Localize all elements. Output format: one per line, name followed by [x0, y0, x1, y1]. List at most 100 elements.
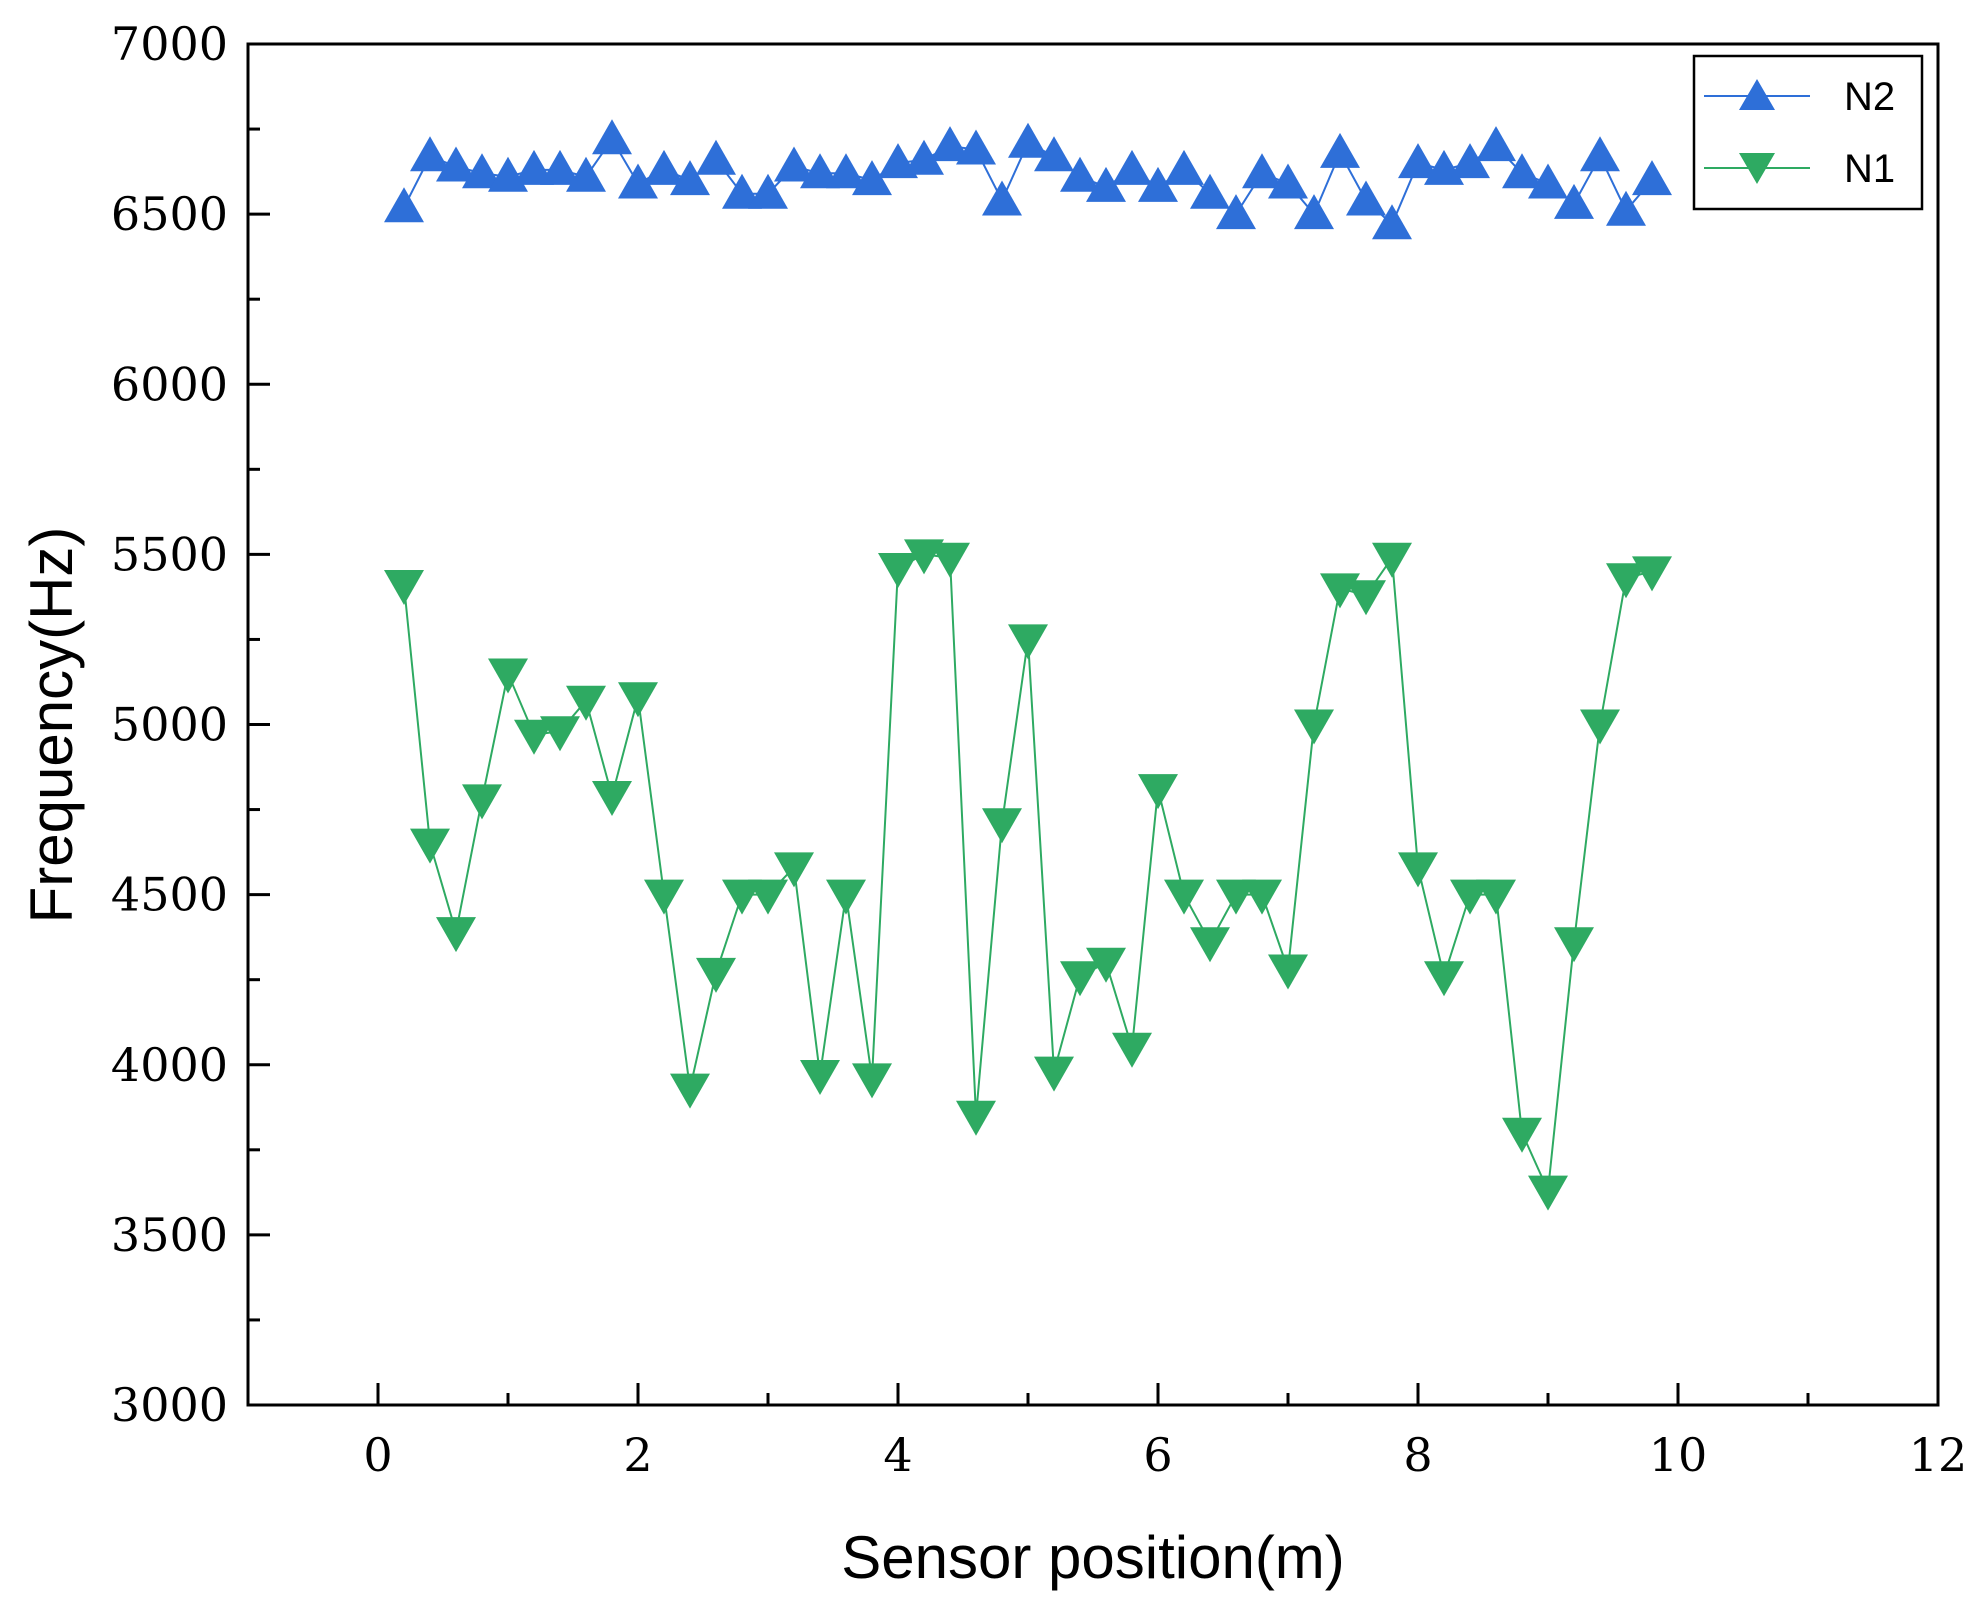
- data-point-n2: [566, 156, 606, 192]
- data-point-n1: [1372, 542, 1412, 578]
- y-tick-label: 5000: [111, 698, 228, 752]
- series-n2: [384, 119, 1672, 240]
- data-point-n2: [1580, 136, 1620, 172]
- data-point-n2: [1164, 149, 1204, 185]
- y-axis-ticks: [248, 42, 270, 1407]
- x-axis-title: Sensor position(m): [841, 1524, 1345, 1591]
- data-point-n1: [1190, 927, 1230, 963]
- data-point-n2: [1372, 204, 1412, 240]
- data-point-n2: [1060, 156, 1100, 192]
- data-point-n1: [1164, 879, 1204, 915]
- data-point-n2: [722, 173, 762, 209]
- data-point-n2: [1476, 126, 1516, 162]
- data-point-n1: [956, 1100, 996, 1136]
- data-point-n2: [1034, 136, 1074, 172]
- x-tick-label: 6: [1143, 1428, 1172, 1482]
- data-point-n1: [1554, 927, 1594, 963]
- data-point-n1: [1086, 947, 1126, 983]
- data-point-n1: [644, 879, 684, 915]
- x-tick-label: 0: [363, 1428, 392, 1482]
- data-point-n1: [696, 957, 736, 993]
- y-tick-label: 3500: [111, 1208, 228, 1262]
- data-point-n2: [1138, 166, 1178, 202]
- data-point-n2: [826, 153, 866, 189]
- data-point-n2: [1242, 153, 1282, 189]
- y-tick-label: 6000: [111, 357, 228, 411]
- y-axis-title: Frequency(Hz): [18, 527, 85, 924]
- data-point-n1: [1008, 624, 1048, 660]
- data-point-n2: [1502, 153, 1542, 189]
- data-point-n2: [1320, 132, 1360, 168]
- data-point-n2: [514, 149, 554, 185]
- x-axis-ticks: [246, 1383, 1940, 1405]
- y-tick-label: 4500: [111, 868, 228, 922]
- legend: N2 N1: [1692, 54, 1924, 211]
- x-tick-label: 12: [1909, 1428, 1968, 1482]
- data-point-n2: [1294, 194, 1334, 230]
- data-point-n1: [852, 1063, 892, 1099]
- data-point-n1: [1606, 563, 1646, 599]
- data-point-n1: [592, 781, 632, 816]
- y-axis-tick-labels: 3000 3500 4000 4500 5000 5500 6000 6500 …: [111, 17, 228, 1432]
- data-point-n2: [644, 149, 684, 185]
- data-point-n1: [1034, 1056, 1074, 1092]
- data-point-n2: [930, 126, 970, 162]
- data-point-n2: [1554, 183, 1594, 219]
- data-point-n2: [462, 153, 502, 189]
- data-point-n1: [410, 828, 450, 864]
- data-point-n1: [1346, 580, 1386, 616]
- data-point-n1: [774, 852, 814, 888]
- data-point-n1: [488, 658, 528, 694]
- data-point-n2: [800, 153, 840, 189]
- y-tick-label: 5500: [111, 527, 228, 581]
- data-point-n2: [1398, 143, 1438, 179]
- data-point-n1: [982, 808, 1022, 844]
- data-point-n1: [670, 1073, 710, 1109]
- legend-marker-n2: [1739, 79, 1775, 110]
- data-point-n1: [930, 542, 970, 578]
- data-point-n2: [1268, 163, 1308, 199]
- data-point-n2: [410, 136, 450, 172]
- data-point-n1: [1112, 1032, 1152, 1068]
- data-point-n2: [956, 129, 996, 165]
- data-point-n1: [384, 570, 424, 605]
- data-point-n2: [540, 149, 580, 185]
- data-point-n2: [1632, 160, 1672, 196]
- data-point-n1: [722, 879, 762, 915]
- legend-marker-n1: [1739, 153, 1775, 184]
- data-point-n1: [1580, 709, 1620, 745]
- data-point-n1: [514, 719, 554, 755]
- data-point-n2: [904, 139, 944, 175]
- data-point-n1: [1424, 961, 1464, 997]
- data-point-n1: [618, 682, 658, 718]
- y-tick-label: 3000: [111, 1378, 228, 1432]
- data-point-n1: [462, 784, 502, 820]
- legend-box: [1692, 54, 1924, 211]
- data-point-n2: [1346, 180, 1386, 216]
- data-point-n1: [1216, 879, 1256, 915]
- data-point-n2: [1450, 143, 1490, 179]
- data-point-n1: [540, 716, 580, 752]
- y-tick-label: 4000: [111, 1038, 228, 1092]
- data-point-n2: [1216, 194, 1256, 230]
- data-point-n1: [1398, 852, 1438, 888]
- data-point-n2: [384, 187, 424, 223]
- data-point-n2: [852, 160, 892, 196]
- data-point-n2: [1190, 173, 1230, 209]
- series-layer: [384, 119, 1672, 1211]
- data-point-n2: [696, 139, 736, 175]
- x-tick-label: 4: [883, 1428, 912, 1482]
- data-point-n2: [1008, 122, 1048, 158]
- data-point-n1: [1268, 954, 1308, 990]
- data-point-n1: [566, 685, 606, 721]
- data-point-n2: [1606, 190, 1646, 226]
- plot-frame: [246, 42, 1940, 1407]
- series-n1: [384, 539, 1672, 1211]
- data-point-n1: [1060, 961, 1100, 997]
- data-point-n2: [748, 173, 788, 209]
- data-point-n2: [1086, 166, 1126, 202]
- x-tick-label: 8: [1403, 1428, 1432, 1482]
- data-point-n1: [800, 1060, 840, 1095]
- data-point-n2: [436, 146, 476, 182]
- data-point-n2: [618, 163, 658, 199]
